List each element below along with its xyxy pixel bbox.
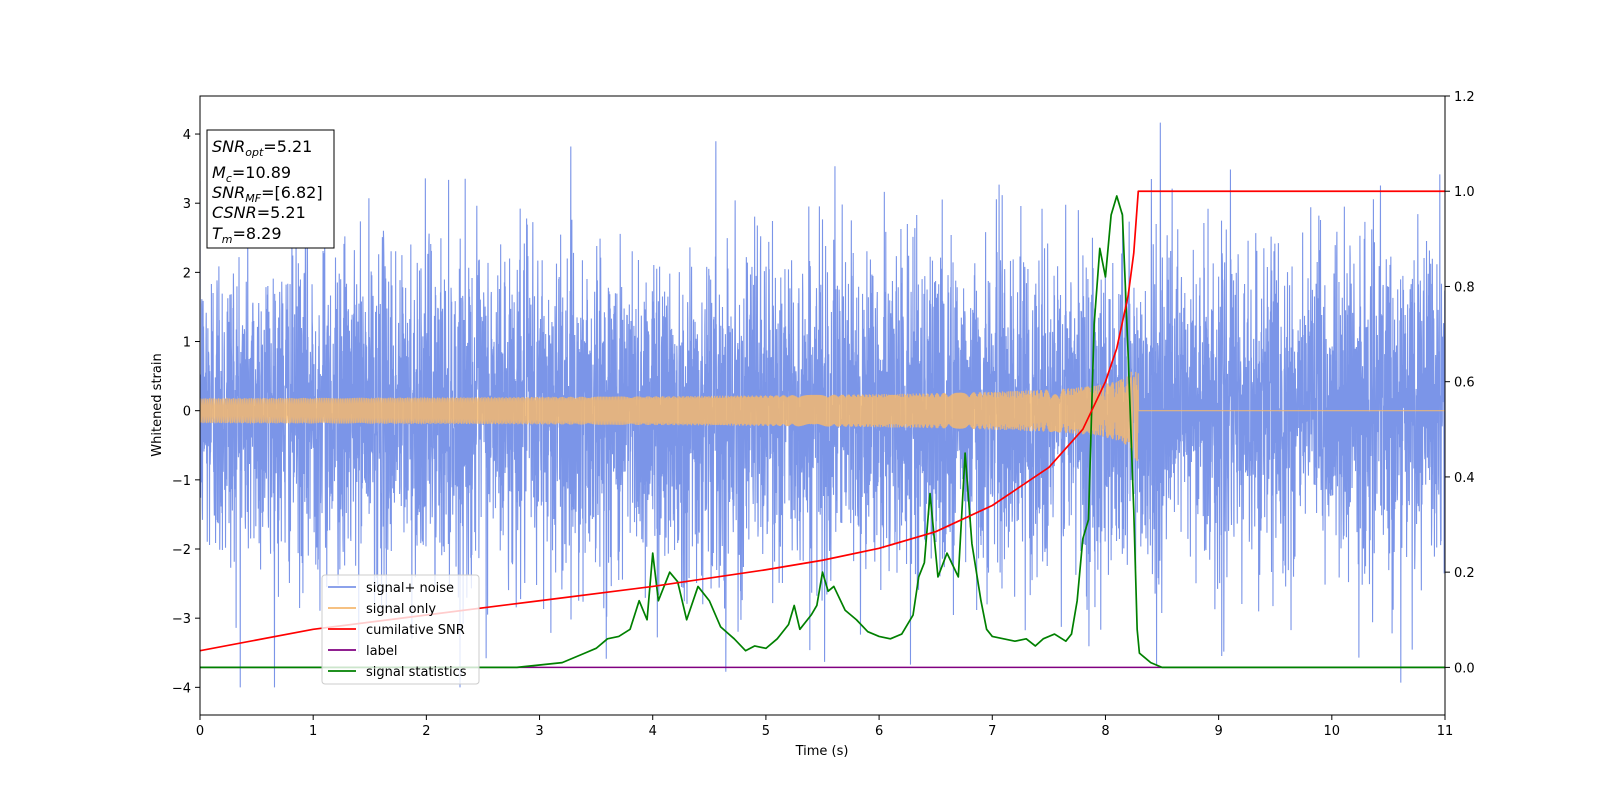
y-right-tick-label: 1.2	[1454, 90, 1475, 105]
x-axis: 0 1 2 3 4 5 6 7 8 9 10 11	[196, 715, 1453, 739]
annotation-frame	[206, 129, 335, 249]
legend-entry-label: signal+ noise	[366, 581, 454, 596]
legend-entry-label: label	[366, 644, 397, 659]
legend: signal+ noise signal only cumilative SNR la…	[321, 574, 480, 685]
annotation-value: =10.89	[232, 163, 291, 182]
series-cumulative-snr	[200, 190, 1445, 652]
x-tick-label: 5	[762, 724, 770, 739]
x-tick-label: 4	[649, 724, 657, 739]
series-signal-plus-noise	[200, 122, 1445, 688]
y-left-tick-label: 0	[183, 405, 191, 420]
y-left-tick-label: 2	[183, 266, 191, 281]
x-tick-label: 3	[535, 724, 543, 739]
x-tick-label: 9	[1214, 724, 1222, 739]
annotation-symbol: SNR	[212, 137, 245, 156]
series-signal-statistics	[200, 195, 1445, 669]
annotation-symbol: M	[212, 163, 226, 182]
annotation-value: =8.29	[233, 224, 282, 243]
annotation-line: Mc=10.89	[212, 163, 291, 185]
annotation-value: =[6.82]	[261, 183, 323, 202]
legend-frame	[321, 574, 480, 685]
annotation-line: SNRMF=[6.82]	[212, 183, 323, 205]
x-tick-label: 10	[1324, 724, 1341, 739]
annotation-line: Tm=8.29	[212, 224, 282, 246]
annotation-symbol: CSNR	[212, 203, 257, 222]
x-tick-label: 0	[196, 724, 204, 739]
y-left-tick-label: −2	[172, 543, 191, 558]
y-left-tick-label: 3	[183, 197, 191, 212]
stats-annotation-box: SNRopt=5.21Mc=10.89SNRMF=[6.82]CSNR=5.21…	[206, 129, 335, 249]
y-left-tick-label: −1	[172, 474, 191, 489]
y-right-tick-label: 0.2	[1454, 566, 1475, 581]
left-y-axis: −4 −3 −2 −1 0 1 2 3 4	[172, 128, 200, 696]
y-right-tick-label: 1.0	[1454, 185, 1475, 200]
legend-entry-label: signal only	[366, 602, 436, 617]
legend-entry-label: cumilative SNR	[366, 623, 465, 638]
annotation-subscript: opt	[245, 146, 264, 159]
annotation-symbol: SNR	[212, 183, 245, 202]
y-right-tick-label: 0.6	[1454, 376, 1475, 391]
y-left-tick-label: −3	[172, 612, 191, 627]
y-left-tick-label: 4	[183, 128, 191, 143]
plot-frame	[199, 95, 1446, 716]
x-tick-label: 2	[422, 724, 430, 739]
x-tick-label: 8	[1101, 724, 1109, 739]
legend-entry-label: signal statistics	[366, 665, 467, 680]
x-tick-label: 1	[309, 724, 317, 739]
x-tick-label: 6	[875, 724, 883, 739]
y-right-tick-label: 0.4	[1454, 471, 1475, 486]
annotation-line: CSNR=5.21	[212, 203, 306, 222]
series-signal-only	[200, 371, 1445, 461]
annotation-subscript: m	[222, 233, 233, 246]
annotation-value: =5.21	[257, 203, 306, 222]
annotation-symbol: T	[212, 224, 223, 243]
annotation-subscript: MF	[245, 192, 261, 205]
annotation-line: SNRopt=5.21	[212, 137, 312, 159]
right-y-axis: 0.0 0.2 0.4 0.6 0.8 1.0 1.2	[1445, 90, 1475, 676]
annotation-subscript: c	[226, 172, 232, 185]
y-right-tick-label: 0.8	[1454, 280, 1475, 295]
y-right-tick-label: 0.0	[1454, 661, 1475, 676]
x-tick-label: 7	[988, 724, 996, 739]
y-left-tick-label: 1	[183, 336, 191, 351]
x-axis-title: Time (s)	[795, 744, 849, 759]
x-tick-label: 11	[1437, 724, 1454, 739]
y-axis-title: Whitened strain	[150, 353, 165, 456]
y-left-tick-label: −4	[172, 681, 191, 696]
annotation-value: =5.21	[263, 137, 312, 156]
